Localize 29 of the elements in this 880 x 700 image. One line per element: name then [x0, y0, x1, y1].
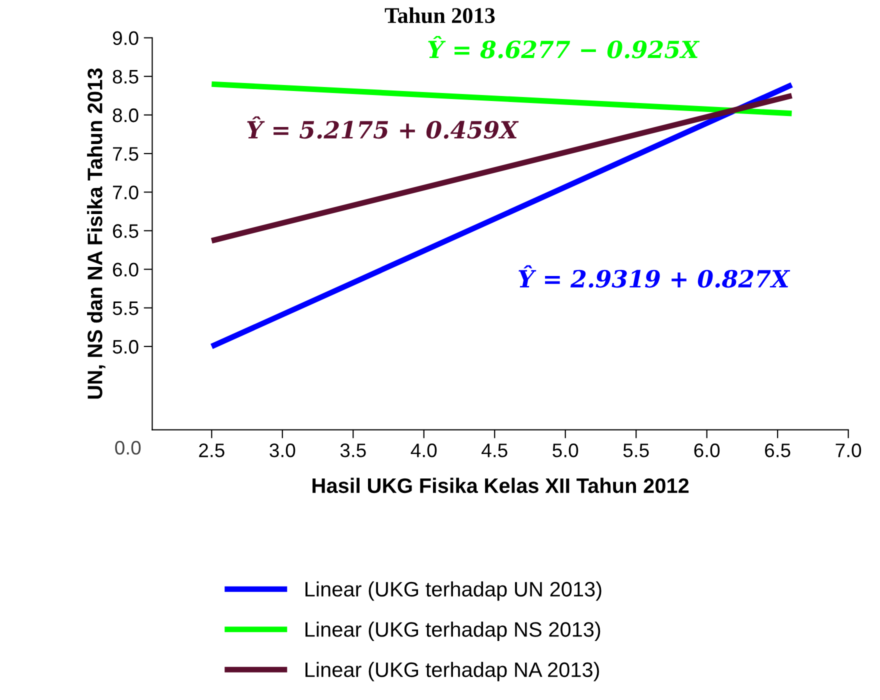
x-tick-label: 6.0: [694, 444, 720, 458]
y-tick-label: 8.5: [112, 70, 138, 84]
y-tick-label: 6.0: [113, 262, 138, 277]
x-tick-label: 4.0: [410, 444, 437, 458]
x-tick-label: 3.0: [270, 444, 296, 458]
y-tick-label: 7.0: [113, 186, 138, 200]
x-tick-label: 6.5: [765, 444, 790, 458]
chart-title: Tahun 2013: [384, 7, 495, 24]
x-tick-label: 3.5: [340, 444, 366, 458]
x-tick-label: 2.5: [199, 444, 224, 458]
annotation: Ŷ = 2.9319 + 0.827X: [518, 265, 790, 288]
x-axis-title: Hasil UKG Fisika Kelas XII Tahun 2012: [312, 478, 689, 494]
y-tick-label: 5.0: [112, 340, 138, 354]
y-tick-label: 7.5: [113, 147, 138, 161]
annotation: Ŷ = 8.6277 − 0.925X: [428, 36, 700, 58]
y-tick-label: 8.0: [112, 108, 138, 122]
x-tick-label: 4.5: [482, 444, 508, 458]
x-tick-label: 5.0: [552, 444, 578, 458]
legend-label: Linear (UKG terhadap UN 2013): [306, 581, 602, 601]
text: 0.0: [115, 440, 141, 455]
x-tick-label: 7.0: [836, 444, 862, 458]
y-tick-label: 9.0: [112, 31, 138, 46]
y-tick-label: 6.5: [113, 224, 138, 238]
legend-label: Linear (UKG terhadap NA 2013): [306, 662, 599, 682]
x-tick-label: 5.5: [623, 444, 649, 458]
annotation: Ŷ = 5.2175 + 0.459X: [247, 116, 519, 139]
legend-label: Linear (UKG terhadap NS 2013): [306, 622, 600, 641]
y-axis-title: UN, NS dan NA Fisika Tahun 2013: [87, 68, 106, 399]
y-tick-label: 5.5: [112, 302, 138, 316]
